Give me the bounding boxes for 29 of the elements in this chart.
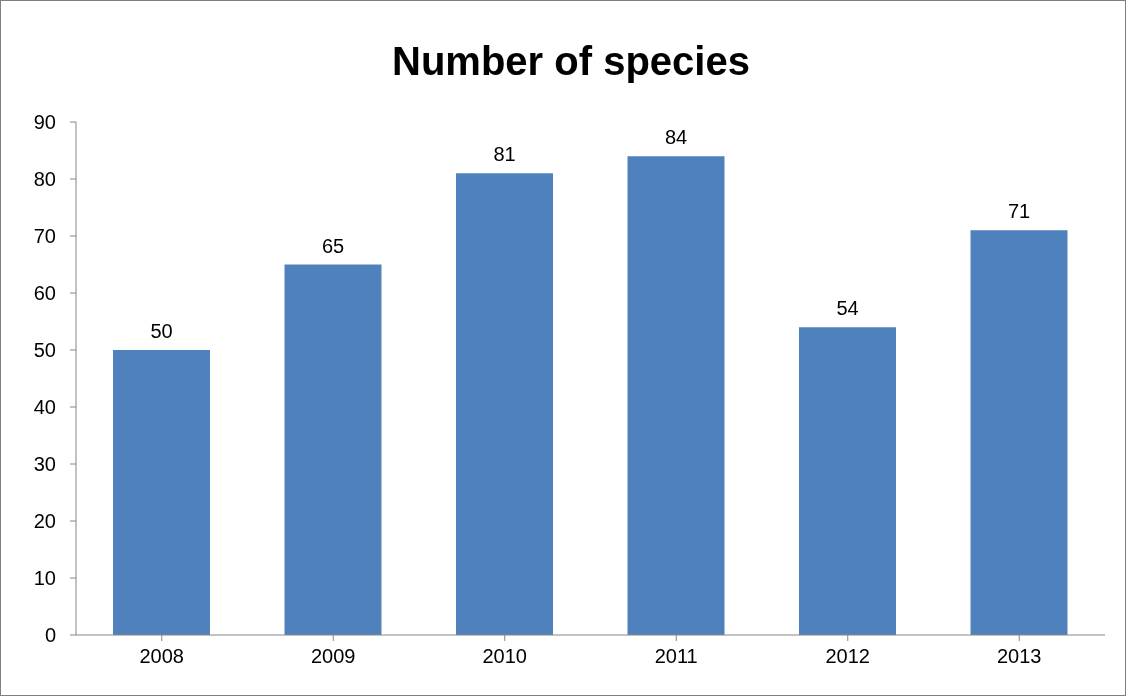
y-tick-label: 0 [44,624,56,647]
data-label: 84 [664,126,688,149]
x-tick-label: 2013 [997,645,1042,668]
data-label: 71 [1007,200,1031,223]
data-label: 54 [836,297,859,320]
y-tick-label: 40 [33,396,56,419]
y-tick-label: 20 [33,510,56,533]
x-tick-label: 2011 [654,645,698,668]
bar [113,350,210,635]
y-tick-label: 30 [33,453,56,476]
data-label: 81 [493,143,516,166]
y-tick-label: 70 [33,225,56,248]
x-tick-label: 2010 [482,645,527,668]
y-tick-label: 60 [33,282,56,305]
y-tick-label: 50 [33,339,56,362]
x-tick-label: 2012 [825,645,870,668]
data-label: 50 [150,320,173,342]
bar [284,264,382,635]
y-tick-label: 10 [33,567,56,590]
data-label: 65 [321,234,345,257]
chart-title: Number of species [391,39,751,84]
y-tick-label: 80 [33,168,56,191]
y-tick-label: 90 [33,111,56,134]
bar [456,173,553,635]
x-tick-label: 2008 [139,645,184,668]
x-tick-label: 2009 [311,645,356,668]
bar [799,327,896,635]
bar [970,230,1068,635]
bar [627,156,725,635]
